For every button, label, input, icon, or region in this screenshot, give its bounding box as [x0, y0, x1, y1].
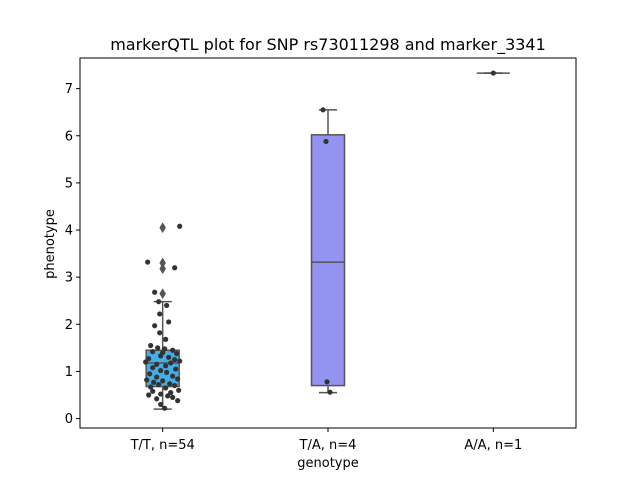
outlier-marker — [160, 258, 166, 268]
data-point — [177, 224, 182, 229]
x-axis-label: genotype — [297, 456, 358, 471]
data-point — [151, 380, 156, 385]
data-point — [324, 379, 329, 384]
data-point — [156, 382, 161, 387]
data-point — [327, 390, 332, 395]
box-group — [312, 110, 345, 393]
data-point — [157, 330, 162, 335]
data-point — [148, 343, 153, 348]
y-tick-label: 1 — [65, 365, 73, 380]
data-point — [323, 139, 328, 144]
data-point — [154, 396, 159, 401]
data-point — [170, 348, 175, 353]
data-point — [176, 388, 181, 393]
data-point — [146, 392, 151, 397]
y-tick-label: 6 — [65, 129, 73, 144]
chart-title: markerQTL plot for SNP rs73011298 and ma… — [110, 35, 546, 55]
outlier-marker — [160, 289, 166, 299]
y-tick-label: 3 — [65, 271, 73, 286]
data-point — [158, 402, 163, 407]
data-point — [157, 311, 162, 316]
data-point — [152, 290, 157, 295]
data-point — [170, 395, 175, 400]
data-point — [152, 323, 157, 328]
data-point — [162, 406, 167, 411]
data-point — [164, 303, 169, 308]
data-point — [163, 385, 168, 390]
data-point — [164, 370, 169, 375]
data-point — [150, 389, 155, 394]
data-point — [172, 383, 177, 388]
y-tick-label: 4 — [65, 224, 73, 239]
data-point — [156, 299, 161, 304]
data-point — [155, 345, 160, 350]
data-point — [166, 319, 171, 324]
data-point — [166, 355, 171, 360]
plot-area: 0 1 2 3 4 5 6 7 T/T, n=54 T/A, n=4 A/A, n=1 — [65, 70, 523, 453]
data-point — [158, 391, 163, 396]
data-point — [172, 265, 177, 270]
data-point — [154, 374, 159, 379]
outlier-marker — [160, 223, 166, 233]
data-point — [150, 349, 155, 354]
data-point — [160, 378, 165, 383]
data-point — [167, 381, 172, 386]
data-point — [175, 398, 180, 403]
y-axis-label: phenotype — [43, 209, 58, 279]
data-point — [160, 350, 165, 355]
data-point — [491, 70, 496, 75]
y-tick-label: 5 — [65, 176, 73, 191]
data-point — [158, 368, 163, 373]
data-point — [163, 363, 168, 368]
data-point — [165, 393, 170, 398]
data-point — [163, 337, 168, 342]
y-tick-label: 7 — [65, 82, 73, 97]
data-point — [147, 371, 152, 376]
data-point — [145, 259, 150, 264]
data-point — [168, 360, 173, 365]
data-point — [144, 377, 149, 382]
data-point — [174, 351, 179, 356]
data-point — [154, 362, 159, 367]
data-point — [143, 359, 148, 364]
box — [312, 135, 345, 386]
data-point — [172, 357, 177, 362]
data-point — [320, 107, 325, 112]
y-tick-label: 0 — [65, 412, 73, 427]
x-tick-label: A/A, n=1 — [464, 438, 522, 453]
x-tick-label: T/T, n=54 — [130, 438, 195, 453]
data-point — [177, 358, 182, 363]
y-tick-label: 2 — [65, 318, 73, 333]
data-point — [173, 366, 178, 371]
data-point — [150, 365, 155, 370]
data-point — [170, 374, 175, 379]
x-tick-label: T/A, n=4 — [299, 438, 357, 453]
data-point — [175, 376, 180, 381]
